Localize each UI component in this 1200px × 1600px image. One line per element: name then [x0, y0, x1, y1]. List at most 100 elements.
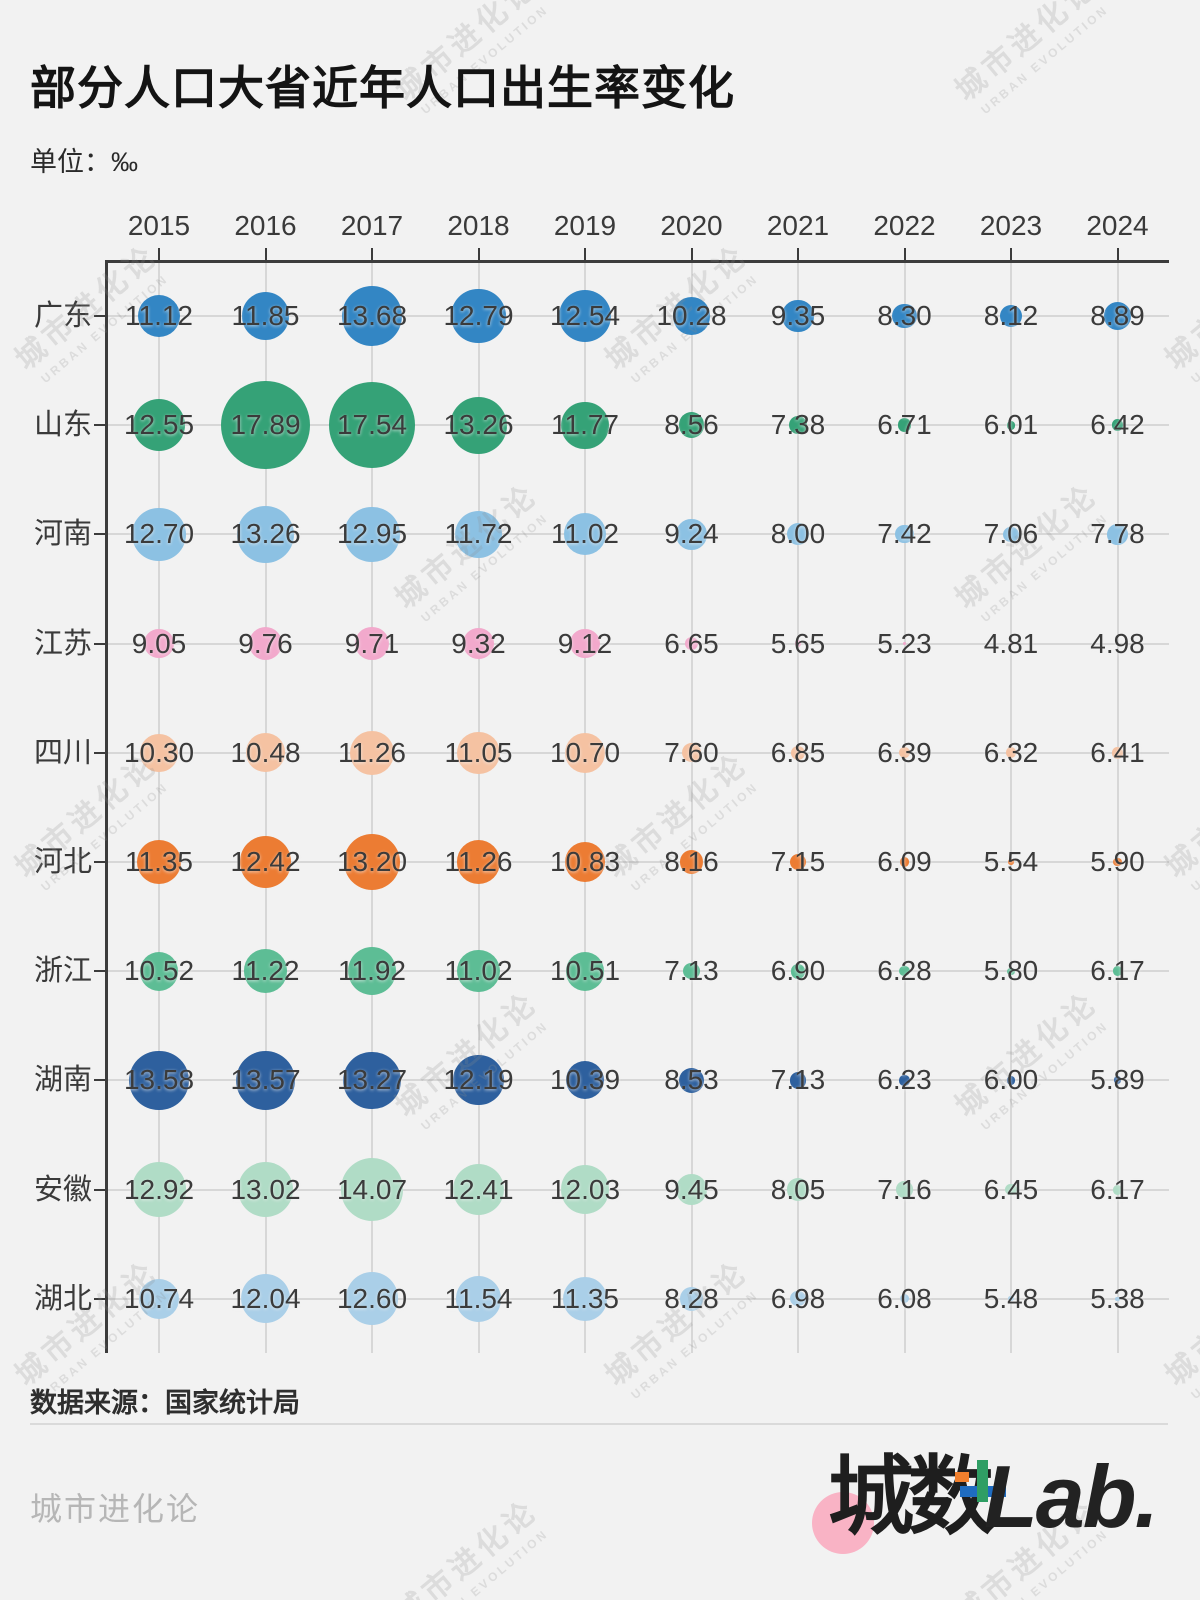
value-bubble	[344, 506, 400, 562]
value-label: 12.92	[123, 1173, 195, 1205]
value-label: 5.48	[983, 1282, 1039, 1314]
value-bubble	[343, 1051, 401, 1109]
value-label: 8.28	[664, 1282, 719, 1314]
vertical-gridline	[903, 262, 906, 1353]
value-bubble	[789, 416, 807, 435]
y-tick	[94, 1188, 107, 1191]
horizontal-gridline	[107, 1079, 1169, 1082]
value-bubble	[243, 949, 288, 993]
value-bubble	[560, 1165, 610, 1215]
value-bubble	[564, 841, 606, 883]
value-bubble	[790, 963, 806, 979]
value-label: 12.95	[336, 518, 408, 550]
value-label: 12.19	[443, 1064, 514, 1096]
value-label: 13.20	[336, 846, 408, 877]
value-label: 12.55	[123, 409, 195, 441]
value-label: 6.71	[877, 409, 932, 441]
value-label: 5.90	[1090, 846, 1145, 877]
value-label: 11.02	[444, 955, 513, 987]
value-label: 11.05	[444, 736, 513, 768]
value-label: 12.03	[549, 1173, 621, 1205]
horizontal-gridline	[107, 861, 1169, 863]
value-label: 13.68	[336, 300, 408, 331]
value-label: 13.57	[230, 1064, 301, 1096]
value-bubble	[137, 294, 181, 338]
vertical-gridline	[371, 262, 373, 1353]
value-label: 8.56	[664, 409, 719, 441]
province-label: 山东	[33, 409, 92, 442]
value-label: 11.85	[231, 300, 300, 331]
value-label: 5.38	[1090, 1282, 1145, 1314]
value-label: 8.89	[1090, 300, 1145, 331]
value-label: 13.26	[443, 409, 514, 441]
value-label: 9.76	[238, 627, 293, 659]
value-label: 5.80	[983, 955, 1039, 987]
value-bubble	[899, 965, 910, 977]
value-label: 10.83	[549, 846, 621, 877]
vertical-gridline	[797, 262, 799, 1353]
value-label: 11.72	[444, 518, 513, 550]
value-label: 4.81	[983, 627, 1039, 659]
value-label: 9.24	[664, 518, 719, 550]
vertical-gridline	[264, 262, 267, 1353]
value-label: 6.08	[877, 1282, 932, 1314]
value-label: 8.12	[983, 300, 1039, 331]
value-label: 6.00	[983, 1064, 1039, 1096]
province-label: 广东	[33, 300, 92, 332]
value-label: 9.12	[557, 627, 613, 659]
value-bubble	[683, 963, 700, 980]
value-bubble	[1006, 420, 1016, 430]
value-label: 9.32	[451, 627, 506, 659]
logo-plus-green-bar	[977, 1460, 988, 1502]
x-tick	[797, 248, 799, 260]
horizontal-gridline	[107, 315, 1169, 317]
value-label: 5.23	[877, 627, 932, 659]
value-bubble	[1103, 302, 1132, 330]
value-bubble	[1005, 1183, 1017, 1196]
value-label: 8.30	[877, 300, 932, 331]
value-label: 12.60	[336, 1282, 408, 1314]
horizontal-gridline	[107, 1188, 1169, 1191]
year-label: 2017	[340, 210, 404, 241]
value-label: 11.77	[551, 409, 619, 441]
value-label: 11.02	[551, 518, 619, 550]
value-bubble	[570, 628, 600, 659]
horizontal-gridline	[107, 1297, 1169, 1300]
value-label: 11.22	[231, 955, 300, 987]
x-axis-line	[107, 260, 1169, 263]
horizontal-gridline	[107, 533, 1169, 536]
value-bubble	[999, 304, 1023, 328]
value-label: 10.51	[549, 955, 621, 987]
value-bubble	[456, 840, 501, 884]
value-bubble	[239, 836, 292, 888]
value-bubble	[1005, 747, 1017, 759]
value-bubble	[248, 626, 283, 661]
value-label: 14.07	[336, 1173, 408, 1205]
value-bubble	[895, 525, 914, 544]
value-label: 11.35	[551, 1282, 619, 1314]
value-label: 5.65	[770, 627, 826, 659]
vertical-gridline	[1116, 262, 1119, 1353]
value-label: 12.42	[230, 846, 301, 877]
province-label: 湖北	[33, 1282, 92, 1315]
value-label: 9.35	[770, 300, 826, 331]
value-label: 6.39	[877, 736, 932, 768]
logo-plus-orange-bar	[955, 1472, 969, 1482]
value-label: 10.39	[549, 1064, 621, 1096]
unit-label: 单位：‰	[30, 147, 138, 177]
value-bubble	[678, 412, 705, 439]
brand-logo: 城数 Lab.	[812, 1447, 1184, 1566]
year-label: 2020	[660, 210, 723, 241]
value-label: 7.15	[770, 846, 826, 877]
value-label: 13.58	[123, 1064, 195, 1096]
value-label: 6.17	[1090, 1173, 1145, 1205]
value-label: 6.09	[877, 846, 932, 877]
value-bubble	[564, 732, 606, 773]
value-label: 11.26	[338, 736, 406, 768]
value-label: 6.32	[983, 736, 1039, 768]
value-bubble	[672, 297, 711, 335]
value-bubble	[329, 382, 415, 469]
value-bubble	[241, 292, 290, 340]
y-axis-line	[105, 260, 108, 1353]
value-bubble	[675, 1173, 708, 1206]
